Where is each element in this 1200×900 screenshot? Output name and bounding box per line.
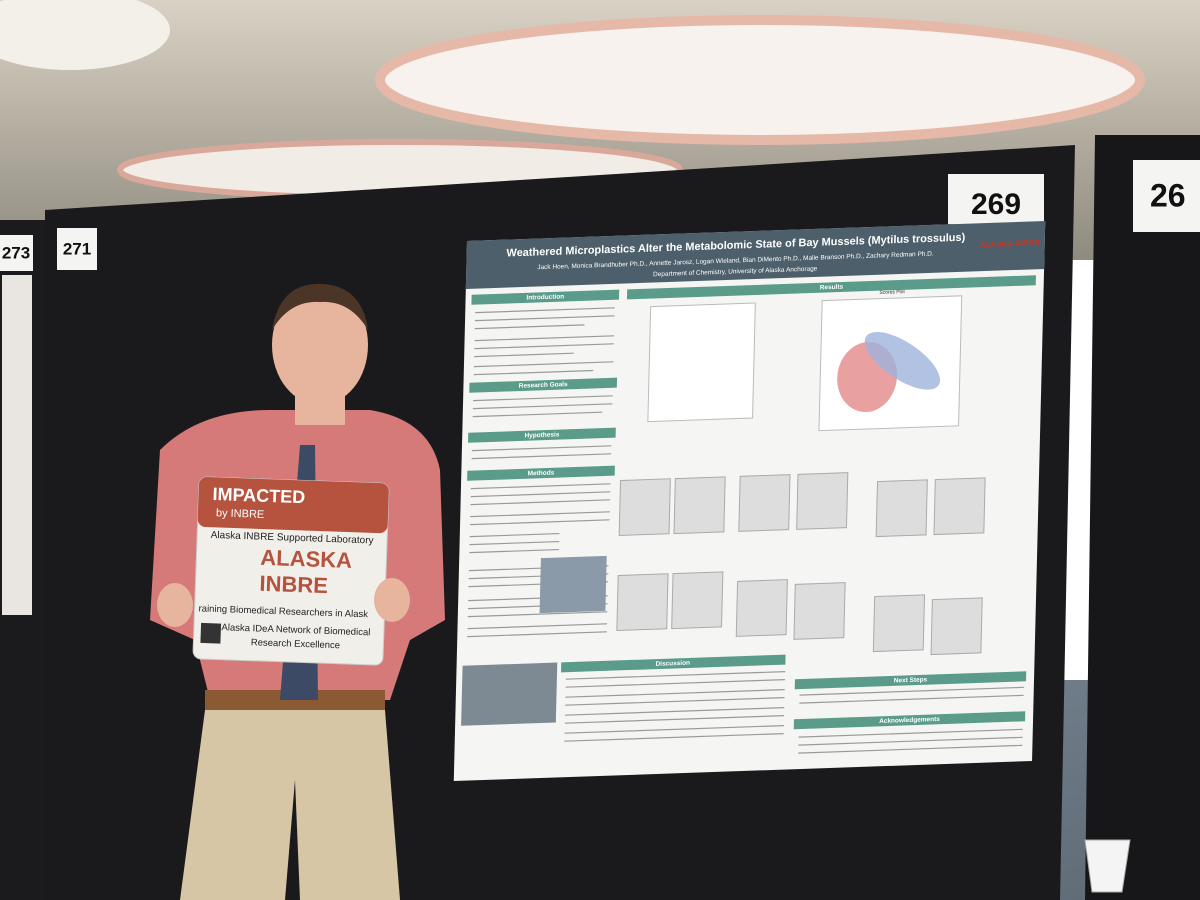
score-ellipse	[864, 332, 941, 390]
section-header	[561, 654, 786, 673]
booth-number-card	[948, 174, 1044, 224]
hand	[374, 578, 410, 622]
ceiling-light	[375, 15, 1145, 145]
photo-inset	[461, 662, 558, 726]
sign-logo: INBRE	[259, 571, 328, 598]
section-title: Research Goals	[519, 381, 568, 390]
section-title: Next Steps	[894, 676, 928, 684]
plot	[647, 302, 756, 423]
section-title: Results	[820, 284, 844, 292]
booth-number: 269	[971, 188, 1021, 221]
section-header	[467, 465, 615, 481]
section-title: Introduction	[526, 293, 564, 301]
booth-number: 26	[1150, 177, 1186, 213]
section-title: Discussion	[655, 660, 690, 668]
photo-inset	[539, 555, 607, 614]
body-text	[467, 307, 1024, 754]
sign-subtitle: by INBRE	[216, 507, 265, 521]
section-header	[794, 671, 1027, 690]
section-title: Acknowledgements	[879, 716, 940, 725]
sign-banner	[197, 477, 389, 534]
booth-number: 273	[2, 243, 30, 262]
booth-number-card	[57, 228, 97, 270]
section-header	[469, 377, 618, 393]
poster-far	[2, 275, 32, 615]
sign-network: Alaska IDeA Network of Biomedical	[221, 622, 370, 638]
booth-number-card	[0, 235, 33, 271]
qr-code	[200, 622, 222, 644]
section-header	[626, 275, 1036, 300]
section-title: Methods	[528, 469, 555, 477]
board	[1085, 135, 1200, 900]
ceiling-light	[0, 0, 170, 70]
hair	[272, 283, 368, 330]
section-title: Hypothesis	[524, 431, 559, 439]
poster-logo: ALASKA INBRE	[980, 238, 1041, 249]
sign-title: IMPACTED	[212, 484, 305, 507]
face	[272, 285, 368, 405]
poster-header	[465, 220, 1046, 289]
pants	[180, 710, 400, 900]
hand	[157, 583, 193, 627]
section-header	[468, 427, 616, 443]
booth-number-card	[1133, 160, 1200, 232]
booth-number: 271	[63, 239, 91, 258]
poster: Weathered Microplastics Alter the Metabo…	[453, 220, 1046, 781]
sign-logo: ALASKA	[260, 545, 353, 573]
section-header	[793, 711, 1026, 730]
sign-network: Research Excellence	[251, 637, 341, 651]
boxplot-panels	[616, 472, 986, 656]
cup	[1084, 839, 1131, 893]
inbre-sign: IMPACTED by INBRE Alaska INBRE Supported…	[192, 476, 390, 666]
section-header	[471, 289, 620, 305]
belt	[205, 690, 385, 712]
plot-title: Scores Plot	[879, 289, 905, 296]
